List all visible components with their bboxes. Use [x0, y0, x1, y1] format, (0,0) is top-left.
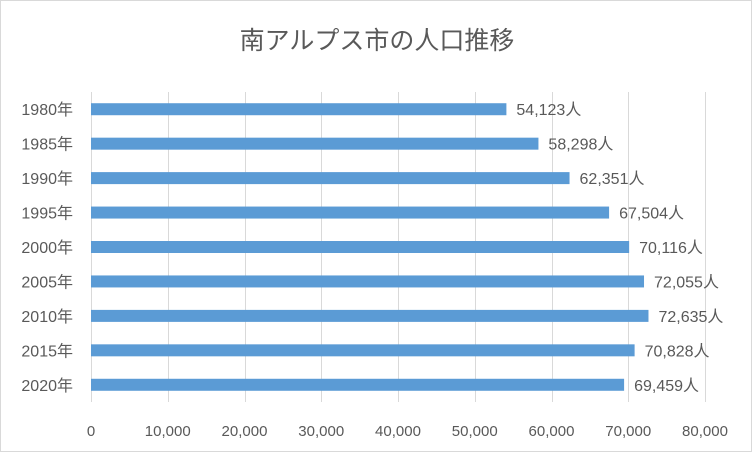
data-labels: 54,123人 58,298人 62,351人 67,504人 70,116人 72,05… — [516, 101, 723, 395]
bar — [91, 103, 507, 116]
bar — [91, 206, 610, 219]
data-label: 62,351人 — [580, 170, 645, 188]
x-tick-label: 60,000 — [529, 423, 575, 440]
x-tick-label: 70,000 — [605, 423, 651, 440]
bar — [91, 172, 570, 185]
x-tick-label: 20,000 — [222, 423, 268, 440]
bar — [91, 275, 645, 288]
y-category-label: 1990年 — [21, 170, 73, 188]
x-axis-labels: 0 10,000 20,000 30,000 40,000 50,000 60,000 70,… — [87, 423, 728, 440]
data-label: 72,635人 — [658, 308, 723, 326]
y-category-label: 2015年 — [21, 342, 73, 360]
x-tick-label: 30,000 — [298, 423, 344, 440]
data-label: 54,123人 — [516, 101, 581, 119]
bars — [91, 103, 649, 391]
data-label: 69,459人 — [634, 377, 699, 395]
y-category-label: 1985年 — [21, 136, 73, 154]
data-label: 70,116人 — [639, 239, 703, 257]
bar — [91, 344, 635, 357]
y-category-label: 2010年 — [21, 308, 73, 326]
y-category-label: 1980年 — [21, 101, 73, 119]
y-category-label: 1995年 — [21, 205, 73, 223]
data-label: 70,828人 — [645, 342, 710, 360]
y-category-label: 2005年 — [21, 273, 73, 291]
chart-title: 南アルプス市の人口推移 — [239, 26, 515, 55]
x-tick-label: 50,000 — [452, 423, 498, 440]
y-category-label: 2000年 — [21, 239, 73, 257]
y-category-label: 2020年 — [21, 377, 73, 395]
y-axis-labels: 1980年 1985年 1990年 1995年 2000年 2005年 2010年 2015年… — [21, 101, 73, 395]
x-tick-label: 80,000 — [682, 423, 728, 440]
data-label: 67,504人 — [619, 205, 684, 223]
x-tick-label: 10,000 — [145, 423, 191, 440]
bar — [91, 241, 630, 253]
x-tick-label: 0 — [87, 423, 95, 440]
bar — [91, 309, 649, 322]
x-tick-label: 40,000 — [375, 423, 421, 440]
bar — [91, 137, 539, 150]
data-label: 58,298人 — [548, 136, 613, 154]
data-label: 72,055人 — [654, 273, 719, 291]
bar — [91, 378, 625, 391]
